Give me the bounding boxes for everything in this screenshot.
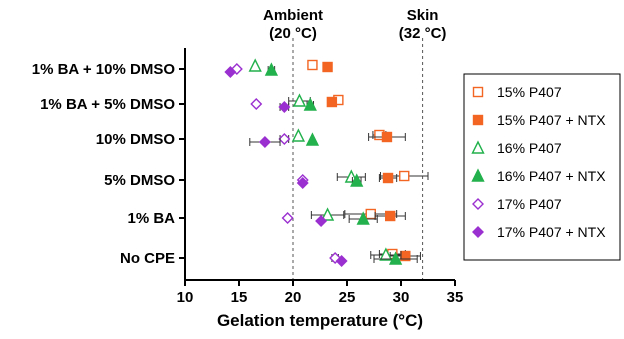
category-label-2: 10% DMSO — [96, 131, 176, 148]
data-point-3-3 — [350, 173, 364, 187]
data-point-5-2 — [258, 136, 271, 148]
data-point-2-5 — [379, 247, 393, 261]
data-point-2-0 — [248, 58, 262, 72]
data-point-5-0 — [224, 66, 237, 78]
legend-label-4: 17% P407 — [497, 196, 562, 212]
data-point-5-3 — [296, 177, 309, 189]
data-point-1-4 — [385, 210, 396, 222]
data-point-1-0 — [322, 61, 333, 73]
data-point-5-5 — [335, 255, 348, 267]
legend-marker-5 — [472, 226, 484, 238]
data-point-0-0 — [307, 59, 318, 71]
data-point-1-2 — [381, 131, 393, 143]
data-point-0-4 — [365, 208, 376, 220]
x-tick-label-1: 15 — [231, 289, 248, 306]
reference-sublabel-0: (20 °C) — [269, 25, 317, 42]
data-point-2-1 — [292, 93, 307, 107]
data-point-3-2 — [305, 132, 320, 146]
data-point-2-4 — [320, 207, 335, 221]
x-axis-title: Gelation temperature (°C) — [217, 311, 423, 330]
legend-label-3: 16% P407 + NTX — [497, 168, 606, 184]
legend-marker-2 — [471, 140, 485, 154]
x-tick-label-2: 20 — [285, 289, 302, 306]
data-point-3-4 — [356, 211, 370, 225]
legend-label-1: 15% P407 + NTX — [497, 112, 606, 128]
x-tick-label-3: 25 — [339, 289, 356, 306]
legend-marker-4 — [472, 198, 484, 210]
reference-sublabel-1: (32 °C) — [399, 25, 447, 42]
data-point-3-1 — [303, 97, 317, 111]
data-point-5-1 — [278, 101, 291, 113]
category-label-5: No CPE — [120, 250, 175, 267]
legend-label-5: 17% P407 + NTX — [497, 224, 606, 240]
data-point-2-2 — [291, 128, 306, 142]
data-point-4-1 — [250, 98, 263, 110]
category-label-4: 1% BA — [127, 210, 175, 227]
data-point-1-3 — [382, 172, 394, 184]
reference-label-1: Skin — [407, 7, 439, 24]
category-label-3: 5% DMSO — [104, 172, 175, 189]
legend-marker-1 — [472, 114, 484, 126]
data-point-3-5 — [388, 251, 403, 265]
legend-label-0: 15% P407 — [497, 84, 562, 100]
data-point-0-3 — [399, 170, 410, 182]
data-point-1-1 — [326, 96, 338, 108]
category-label-0: 1% BA + 10% DMSO — [32, 61, 176, 78]
reference-label-0: Ambient — [263, 7, 323, 24]
legend-label-2: 16% P407 — [497, 140, 562, 156]
x-tick-label-5: 35 — [447, 289, 464, 306]
legend-marker-3 — [471, 168, 485, 182]
data-point-4-2 — [278, 133, 291, 145]
data-point-5-4 — [315, 215, 328, 227]
category-label-1: 1% BA + 5% DMSO — [40, 96, 175, 113]
data-point-4-4 — [281, 212, 294, 224]
data-point-3-0 — [264, 62, 279, 76]
legend-box — [463, 73, 621, 261]
legend-marker-0 — [472, 86, 484, 98]
x-tick-label-0: 10 — [177, 289, 194, 306]
x-tick-label-4: 30 — [393, 289, 410, 306]
